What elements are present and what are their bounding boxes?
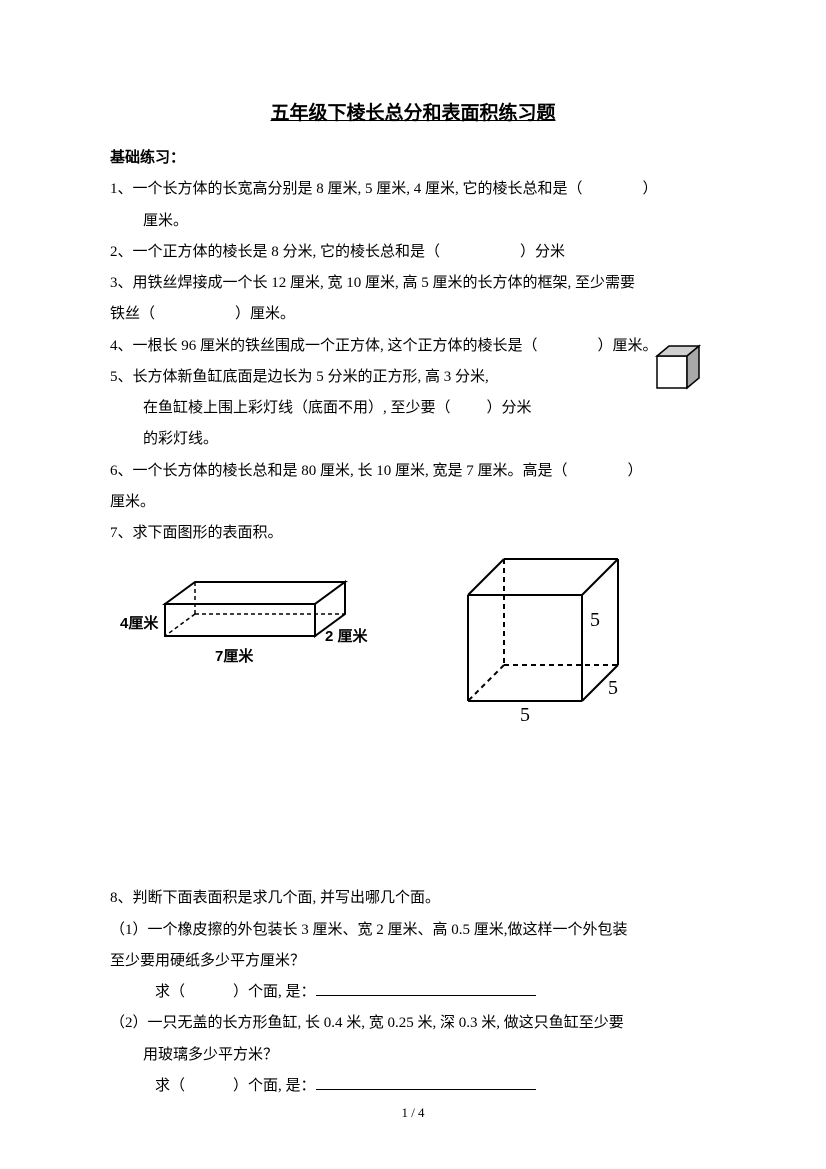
q6-text-b: ） (628, 463, 643, 479)
page-number: 1 / 4 (0, 1100, 826, 1125)
cube-small-icon (649, 342, 704, 392)
dim-4cm: 4厘米 (120, 609, 158, 638)
dim-2cm: 2 厘米 (325, 622, 368, 651)
q1-text-b: ） (643, 181, 658, 197)
question-2: 2、一个正方体的棱长是 8 分米, 它的棱长总和是（ ）分米 (110, 238, 716, 267)
section-heading: 基础练习： (110, 144, 716, 173)
ans-a: 求（ (155, 984, 185, 1000)
question-8-2a: （2）一只无盖的长方形鱼缸, 长 0.4 米, 宽 0.25 米, 深 0.3 … (110, 1009, 716, 1038)
question-5-line3: 的彩灯线。 (110, 425, 716, 454)
q2-text-a: 2、一个正方体的棱长是 8 分米, 它的棱长总和是（ (110, 244, 440, 260)
question-8-2-answer: 求（ ）个面, 是： (110, 1072, 716, 1101)
question-6-cont: 厘米。 (110, 488, 716, 517)
question-1: 1、一个长方体的长宽高分别是 8 厘米, 5 厘米, 4 厘米, 它的棱长总和是… (110, 175, 716, 204)
question-3: 3、用铁丝焊接成一个长 12 厘米, 宽 10 厘米, 高 5 厘米的长方体的框… (110, 269, 716, 298)
question-3-cont: 铁丝（ ）厘米。 (110, 300, 716, 329)
page-title: 五年级下棱长总分和表面积练习题 (110, 95, 716, 132)
question-5: 5、长方体新鱼缸底面是边长为 5 分米的正方形, 高 3 分米, (110, 363, 716, 392)
q3-text-b: 铁丝（ (110, 306, 155, 322)
q6-text-a: 6、一个长方体的棱长总和是 80 厘米, 长 10 厘米, 宽是 7 厘米。高是… (110, 463, 568, 479)
question-8-2b: 用玻璃多少平方米？ (110, 1041, 716, 1070)
question-5-line2: 在鱼缸棱上围上彩灯线（底面不用）, 至少要（ ）分米 (110, 394, 716, 423)
q5-text-b: 在鱼缸棱上围上彩灯线（底面不用）, 至少要（ (143, 400, 451, 416)
svg-text:5: 5 (608, 677, 618, 699)
svg-text:5: 5 (590, 609, 600, 631)
ans2-a: 求（ (155, 1078, 185, 1094)
spacer (110, 724, 716, 884)
blank-line (316, 981, 536, 996)
question-8-1-answer: 求（ ）个面, 是： (110, 978, 716, 1007)
q4-text-a: 4、一根长 96 厘米的铁丝围成一个正方体, 这个正方体的棱长是（ (110, 338, 538, 354)
question-6: 6、一个长方体的棱长总和是 80 厘米, 长 10 厘米, 宽是 7 厘米。高是… (110, 457, 716, 486)
q2-text-b: ）分米 (520, 244, 565, 260)
ans-b: ）个面, 是： (233, 984, 316, 1000)
blank-line (316, 1075, 536, 1090)
question-1-cont: 厘米。 (110, 207, 716, 236)
q3-text-c: ）厘米。 (235, 306, 295, 322)
cube-big-figure: 5 5 5 (460, 549, 640, 735)
question-8-1a: （1）一个橡皮擦的外包装长 3 厘米、宽 2 厘米、高 0.5 厘米,做这样一个… (110, 916, 716, 945)
svg-text:5: 5 (520, 704, 530, 724)
ans2-b: ）个面, 是： (233, 1078, 316, 1094)
question-8-1b: 至少要用硬纸多少平方厘米？ (110, 947, 716, 976)
q5-text-c: ）分米 (487, 400, 532, 416)
question-8: 8、判断下面表面积是求几个面, 并写出哪几个面。 (110, 884, 716, 913)
question-7: 7、求下面图形的表面积。 (110, 519, 716, 548)
q1-text-a: 1、一个长方体的长宽高分别是 8 厘米, 5 厘米, 4 厘米, 它的棱长总和是… (110, 181, 583, 197)
question-4: 4、一根长 96 厘米的铁丝围成一个正方体, 这个正方体的棱长是（）厘米。 (110, 332, 716, 361)
dim-7cm: 7厘米 (215, 642, 253, 671)
cuboid-figure: 4厘米 7厘米 2 厘米 (130, 554, 370, 685)
figures-row: 4厘米 7厘米 2 厘米 5 5 5 (110, 554, 716, 724)
